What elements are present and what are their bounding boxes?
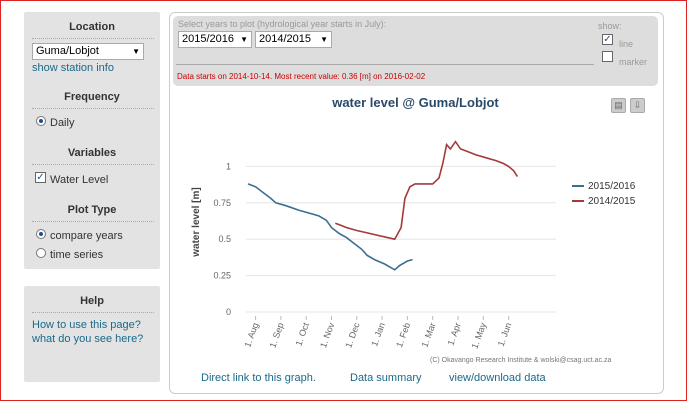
- x-tick-label: 1. May: [470, 321, 489, 350]
- x-tick-label: 1. Nov: [318, 321, 336, 349]
- location-select-value: Guma/Lobjot: [36, 45, 99, 57]
- location-select[interactable]: Guma/Lobjot ▼: [32, 43, 144, 60]
- y-tick-label: 0.5: [218, 234, 231, 244]
- compare-years-radio[interactable]: [36, 229, 46, 239]
- x-tick-label: 1. Oct: [293, 321, 311, 347]
- year2-value: 2014/2015: [259, 33, 311, 45]
- legend-label: 2015/2016: [588, 181, 636, 192]
- year2-select[interactable]: 2014/2015 ▼: [255, 31, 332, 48]
- view-download-link[interactable]: view/download data: [449, 372, 546, 384]
- legend-item-2015[interactable]: 2015/2016: [572, 181, 635, 192]
- variables-title: Variables: [67, 147, 117, 159]
- series-line-2015-2016[interactable]: [247, 183, 413, 271]
- x-tick-label: 1. Aug: [242, 321, 260, 348]
- how-to-use-link[interactable]: How to use this page?: [32, 319, 141, 331]
- x-tick-label: 1. Jan: [369, 321, 387, 347]
- help-box: Help How to use this page? what do you s…: [24, 286, 160, 382]
- chevron-down-icon: ▼: [320, 35, 328, 44]
- legend-swatch: [572, 200, 584, 203]
- sidebar: Location Guma/Lobjot ▼ show station info…: [24, 12, 160, 269]
- x-tick-label: 1. Sep: [267, 321, 285, 349]
- y-tick-label: 0: [226, 307, 231, 317]
- y-axis-label: water level [m]: [191, 187, 202, 257]
- divider: [32, 221, 154, 222]
- help-title: Help: [80, 295, 104, 307]
- year1-value: 2015/2016: [182, 33, 234, 45]
- show-label: show:: [598, 21, 622, 31]
- data-info-message: Data starts on 2014-10-14. Most recent v…: [177, 72, 426, 81]
- download-icon[interactable]: ⇩: [630, 98, 645, 113]
- line-label: line: [619, 39, 634, 49]
- location-title: Location: [69, 21, 115, 33]
- time-series-radio[interactable]: [36, 248, 46, 258]
- x-tick-label: 1. Mar: [419, 321, 437, 348]
- plot-type-title: Plot Type: [67, 204, 117, 216]
- chevron-down-icon: ▼: [240, 35, 248, 44]
- select-years-label: Select years to plot (hydrological year …: [178, 19, 387, 29]
- line-checkbox[interactable]: ✓: [602, 34, 613, 45]
- legend-swatch: [572, 185, 584, 188]
- controls-bar: [173, 16, 658, 86]
- x-tick-label: 1. Jun: [496, 321, 514, 347]
- divider: [32, 38, 154, 39]
- time-series-label: time series: [50, 249, 104, 261]
- legend-label: 2014/2015: [588, 196, 636, 207]
- controls-divider: [176, 64, 594, 65]
- print-icon[interactable]: ▤: [611, 98, 626, 113]
- water-level-label: Water Level: [50, 174, 109, 186]
- compare-years-label: compare years: [50, 230, 123, 242]
- frequency-daily-radio[interactable]: [36, 116, 46, 126]
- x-tick-label: 1. Dec: [343, 321, 361, 349]
- data-summary-link[interactable]: Data summary: [350, 372, 422, 384]
- help-links: How to use this page? what do you see he…: [32, 318, 157, 346]
- x-tick-label: 1. Feb: [394, 321, 412, 348]
- frequency-daily-label: Daily: [50, 117, 75, 129]
- copyright: (C) Okavango Research Institute & wolski…: [430, 357, 612, 364]
- chart-title: water level @ Guma/Lobjot: [332, 95, 499, 110]
- divider: [32, 312, 154, 313]
- legend-item-2014[interactable]: 2014/2015: [572, 196, 635, 207]
- marker-label: marker: [619, 57, 648, 67]
- divider: [32, 108, 154, 109]
- what-do-you-see-link[interactable]: what do you see here?: [32, 333, 144, 345]
- marker-checkbox[interactable]: [602, 51, 613, 62]
- y-tick-label: 0.75: [213, 198, 231, 208]
- show-station-info-link[interactable]: show station info: [32, 62, 114, 74]
- water-level-checkbox[interactable]: ✓: [35, 172, 46, 183]
- series-line-2014-2015[interactable]: [335, 140, 519, 241]
- frequency-title: Frequency: [64, 91, 120, 103]
- x-tick-label: 1. Apr: [445, 321, 462, 347]
- chevron-down-icon: ▼: [132, 47, 140, 56]
- direct-link[interactable]: Direct link to this graph.: [201, 372, 316, 384]
- divider: [32, 164, 154, 165]
- y-tick-label: 1: [226, 161, 231, 171]
- year1-select[interactable]: 2015/2016 ▼: [178, 31, 252, 48]
- y-tick-label: 0.25: [213, 271, 231, 281]
